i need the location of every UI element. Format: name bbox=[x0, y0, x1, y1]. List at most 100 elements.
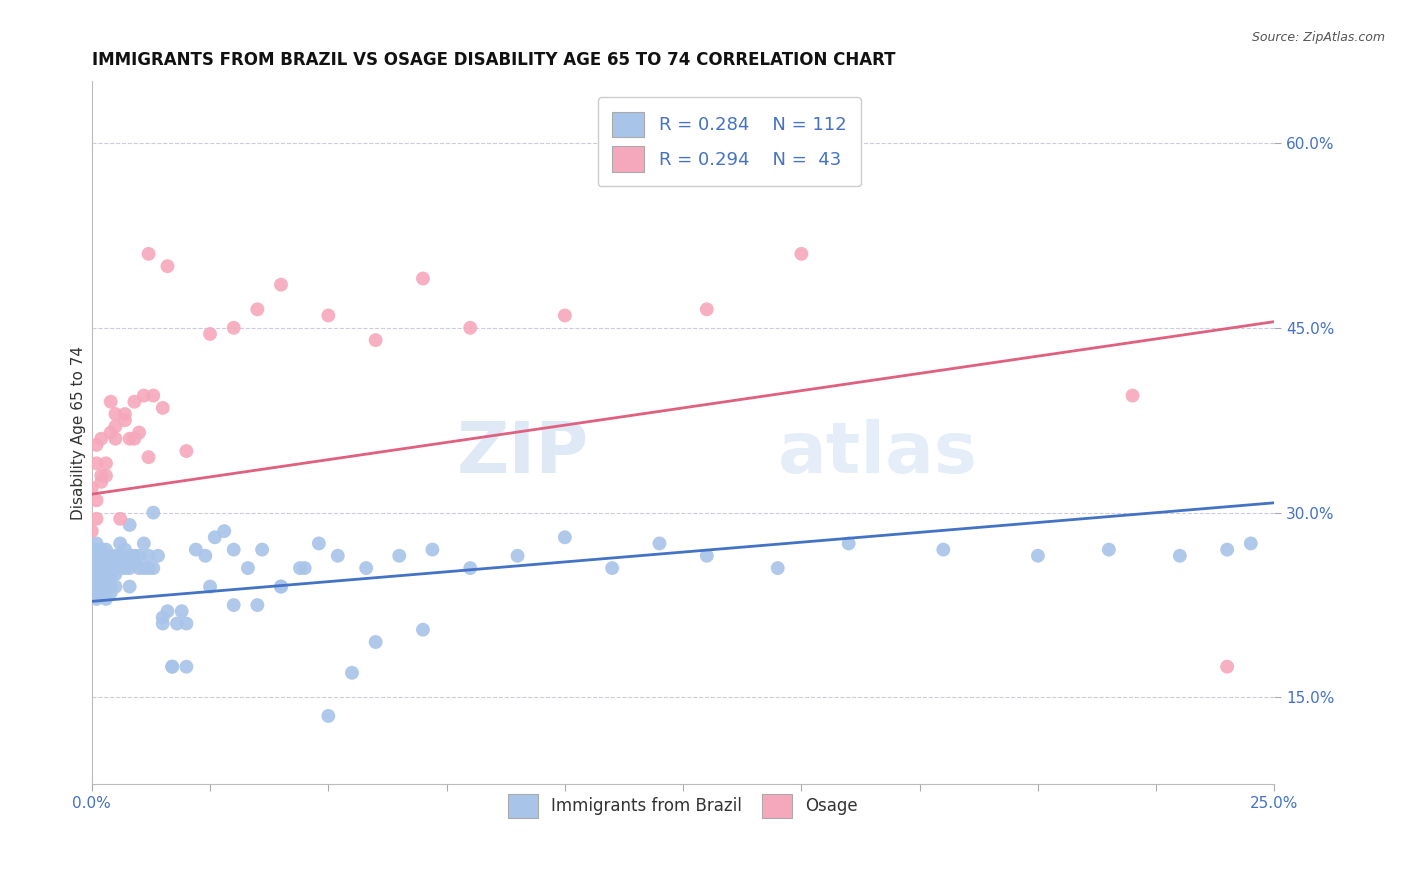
Point bbox=[364, 333, 387, 347]
Point bbox=[104, 432, 127, 446]
Point bbox=[152, 616, 174, 631]
Point bbox=[100, 555, 122, 569]
Point bbox=[100, 580, 122, 594]
Point bbox=[100, 586, 122, 600]
Point bbox=[86, 586, 108, 600]
Point bbox=[100, 549, 122, 563]
Point bbox=[86, 456, 108, 470]
Point bbox=[90, 586, 112, 600]
Point bbox=[270, 580, 292, 594]
Point bbox=[90, 555, 112, 569]
Point bbox=[166, 616, 188, 631]
Point bbox=[90, 475, 112, 489]
Point bbox=[176, 444, 198, 458]
Point bbox=[194, 549, 217, 563]
Point bbox=[118, 432, 141, 446]
Point bbox=[94, 580, 117, 594]
Point bbox=[94, 456, 117, 470]
Point bbox=[100, 425, 122, 440]
Point bbox=[766, 561, 789, 575]
Point bbox=[118, 561, 141, 575]
Point bbox=[308, 536, 330, 550]
Point bbox=[354, 561, 377, 575]
Point bbox=[422, 542, 444, 557]
Point bbox=[86, 567, 108, 582]
Point bbox=[104, 549, 127, 563]
Point bbox=[128, 549, 150, 563]
Point bbox=[114, 542, 136, 557]
Y-axis label: Disability Age 65 to 74: Disability Age 65 to 74 bbox=[72, 345, 86, 519]
Point bbox=[222, 320, 245, 334]
Point bbox=[90, 432, 112, 446]
Point bbox=[176, 616, 198, 631]
Point bbox=[80, 549, 103, 563]
Point bbox=[600, 561, 623, 575]
Point bbox=[236, 561, 259, 575]
Point bbox=[80, 561, 103, 575]
Point bbox=[1026, 549, 1049, 563]
Point bbox=[170, 604, 193, 618]
Point bbox=[696, 549, 718, 563]
Point bbox=[114, 413, 136, 427]
Point bbox=[86, 549, 108, 563]
Legend: Immigrants from Brazil, Osage: Immigrants from Brazil, Osage bbox=[502, 788, 865, 824]
Point bbox=[184, 542, 207, 557]
Point bbox=[86, 561, 108, 575]
Point bbox=[138, 561, 160, 575]
Point bbox=[506, 549, 529, 563]
Point bbox=[212, 524, 235, 538]
Point bbox=[246, 302, 269, 317]
Point bbox=[104, 567, 127, 582]
Point bbox=[1216, 659, 1239, 673]
Point bbox=[318, 309, 340, 323]
Point bbox=[142, 561, 165, 575]
Text: atlas: atlas bbox=[778, 419, 977, 488]
Point bbox=[1122, 388, 1144, 402]
Point bbox=[696, 302, 718, 317]
Point bbox=[80, 524, 103, 538]
Point bbox=[222, 542, 245, 557]
Point bbox=[90, 468, 112, 483]
Point bbox=[80, 574, 103, 588]
Point bbox=[412, 623, 434, 637]
Point bbox=[1168, 549, 1191, 563]
Point bbox=[86, 512, 108, 526]
Point bbox=[124, 555, 146, 569]
Point bbox=[118, 580, 141, 594]
Point bbox=[108, 561, 131, 575]
Point bbox=[152, 401, 174, 415]
Point bbox=[104, 561, 127, 575]
Point bbox=[124, 549, 146, 563]
Point bbox=[86, 536, 108, 550]
Point bbox=[86, 555, 108, 569]
Point bbox=[458, 320, 481, 334]
Point bbox=[114, 561, 136, 575]
Point bbox=[94, 591, 117, 606]
Point bbox=[156, 259, 179, 273]
Point bbox=[176, 659, 198, 673]
Point bbox=[114, 555, 136, 569]
Point bbox=[104, 580, 127, 594]
Point bbox=[128, 561, 150, 575]
Point bbox=[132, 536, 155, 550]
Point bbox=[80, 555, 103, 569]
Point bbox=[1098, 542, 1121, 557]
Point bbox=[204, 530, 226, 544]
Point bbox=[128, 425, 150, 440]
Point bbox=[80, 567, 103, 582]
Point bbox=[364, 635, 387, 649]
Point bbox=[138, 247, 160, 261]
Point bbox=[138, 450, 160, 465]
Point bbox=[294, 561, 316, 575]
Point bbox=[94, 574, 117, 588]
Point bbox=[86, 574, 108, 588]
Point bbox=[94, 542, 117, 557]
Point bbox=[80, 542, 103, 557]
Point bbox=[250, 542, 273, 557]
Point bbox=[288, 561, 311, 575]
Point bbox=[94, 468, 117, 483]
Point bbox=[932, 542, 955, 557]
Point bbox=[138, 549, 160, 563]
Point bbox=[340, 665, 363, 680]
Point bbox=[146, 549, 169, 563]
